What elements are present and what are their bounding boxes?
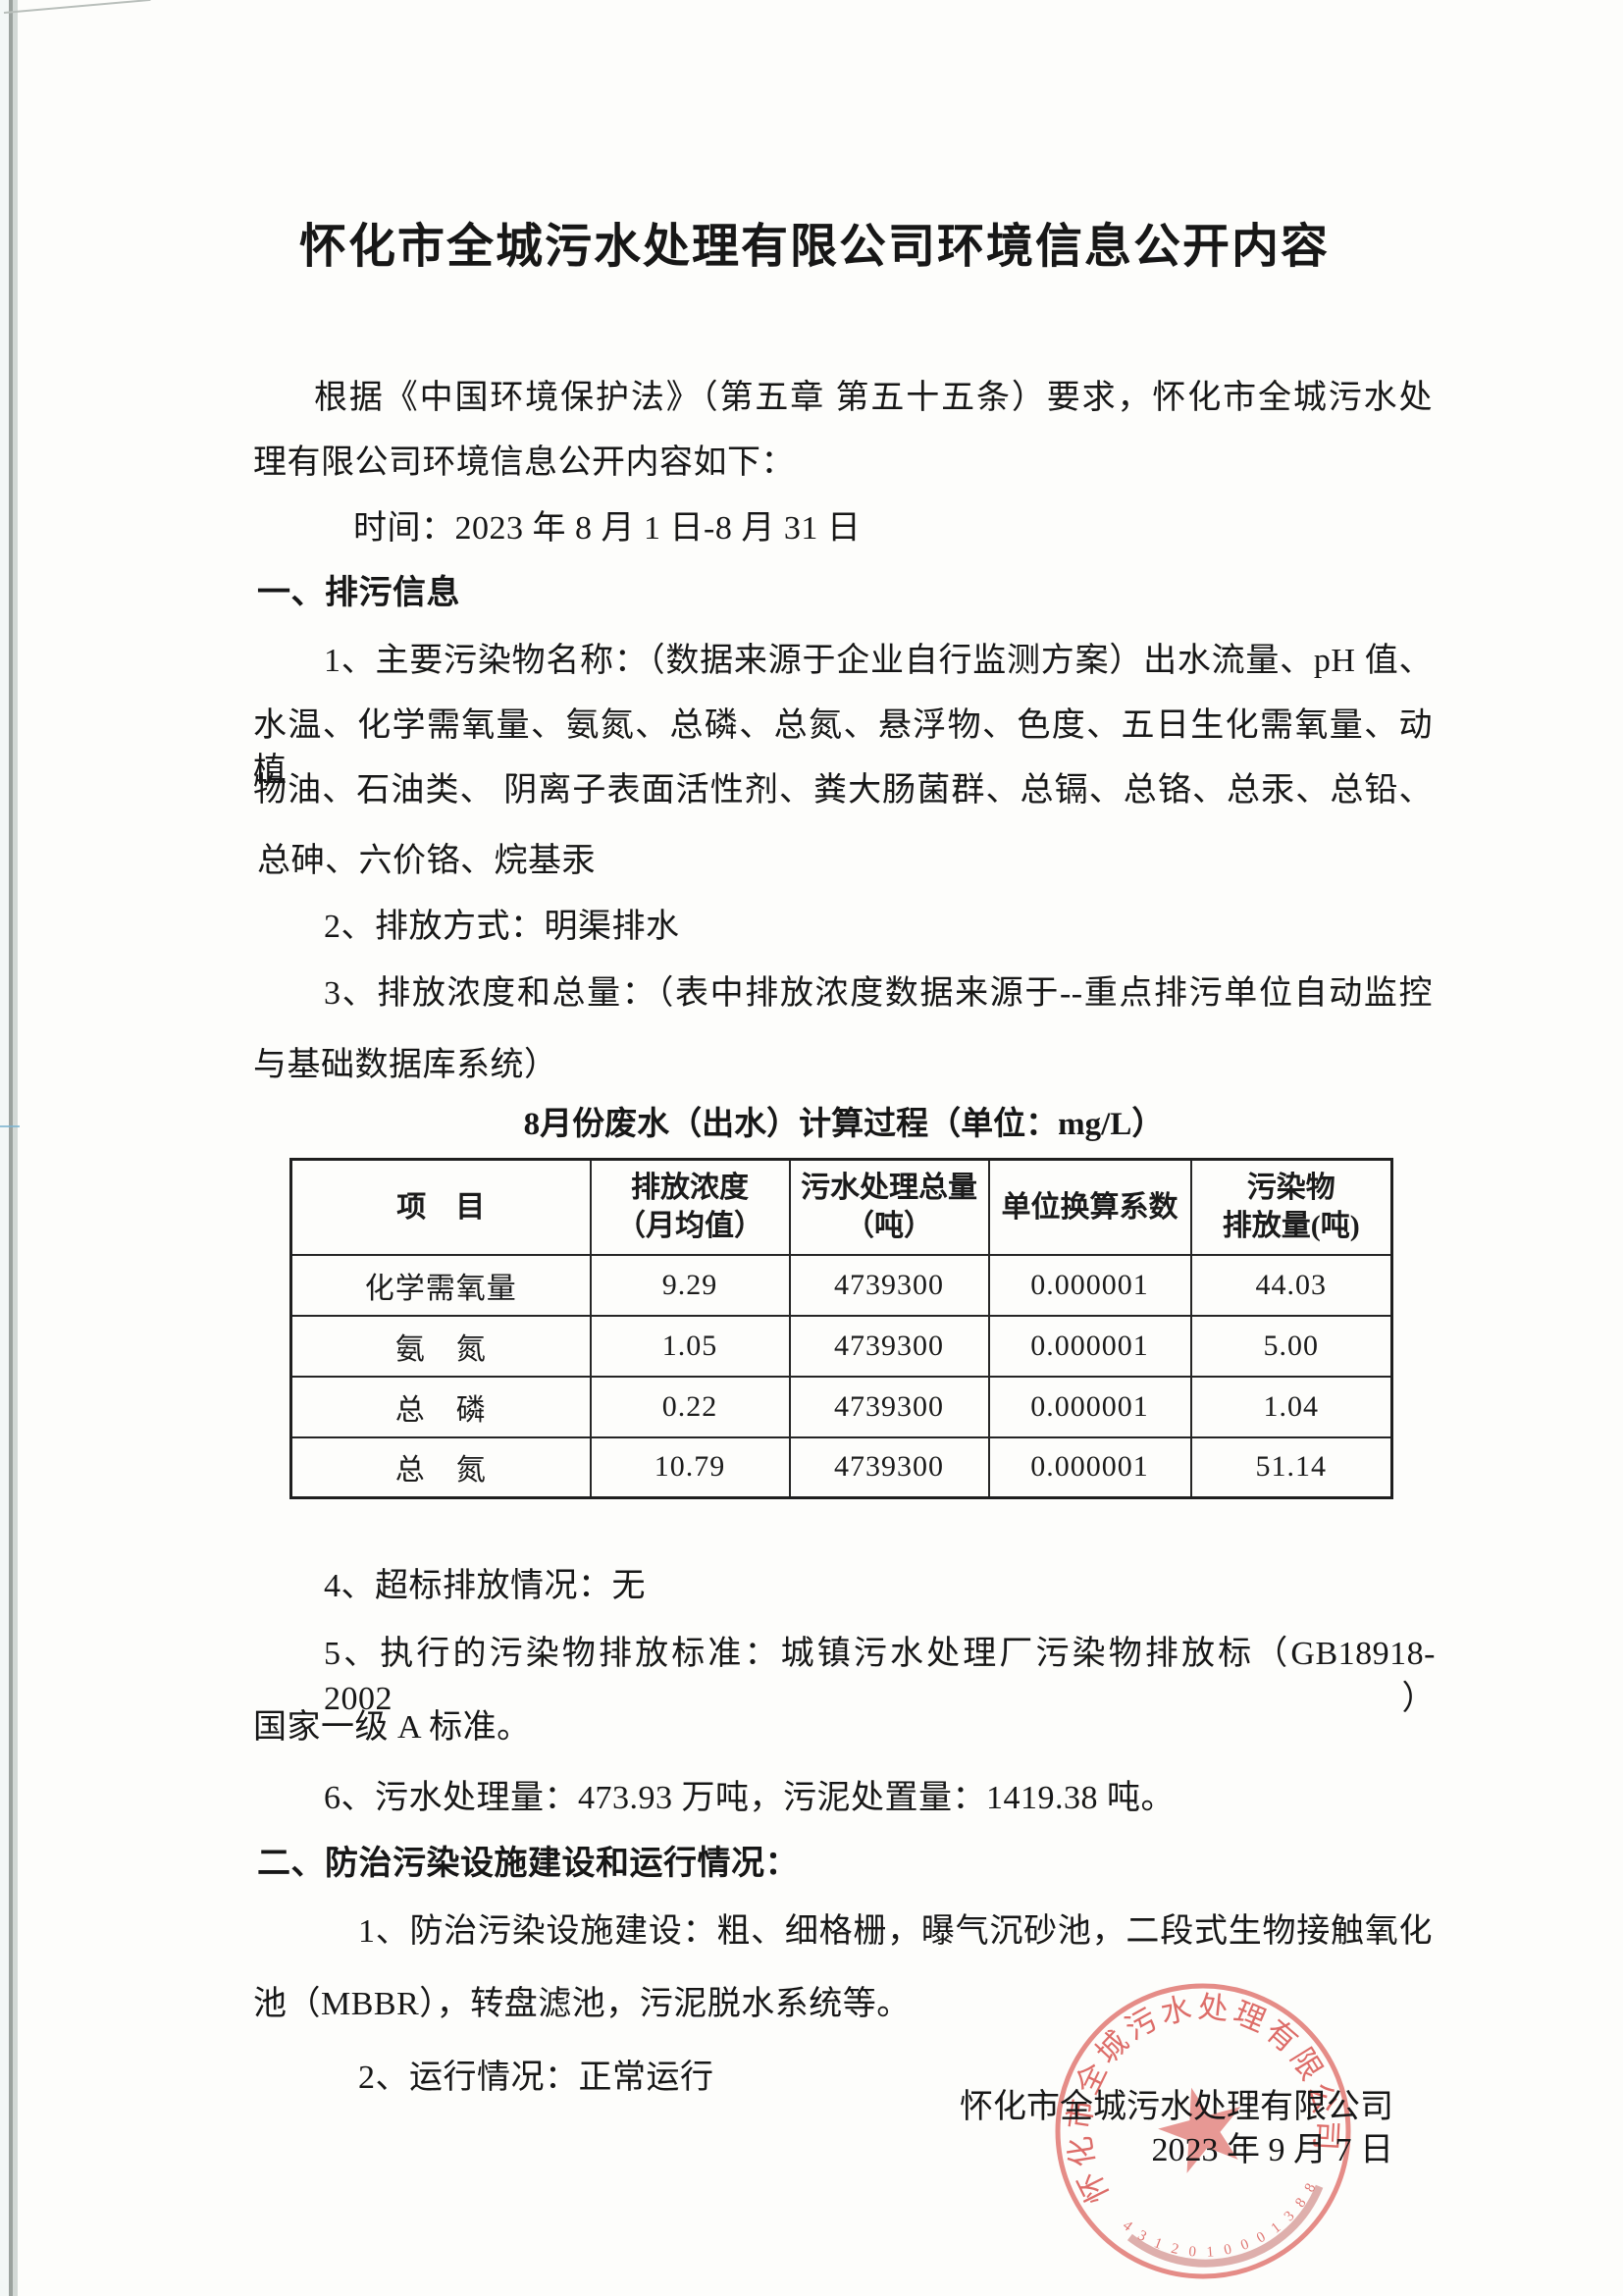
seal-ring bbox=[1055, 1983, 1351, 2279]
list-item-line: 国家一级 A 标准。 bbox=[253, 1709, 531, 1746]
cell-concentration: 10.79 bbox=[589, 1435, 791, 1499]
list-item-line: 2、运行情况：正常运行 bbox=[358, 2060, 714, 2096]
col-header-concentration: 排放浓度 （月均值） bbox=[589, 1158, 791, 1256]
cell-concentration: 9.29 bbox=[589, 1253, 791, 1317]
list-item-line: 6、污水处理量：473.93 万吨，污泥处置量：1419.38 吨。 bbox=[324, 1780, 1175, 1816]
list-item-line: 4、超标排放情况：无 bbox=[324, 1568, 646, 1604]
list-item-line: 池（MBBR），转盘滤池，污泥脱水系统等。 bbox=[253, 1986, 911, 2022]
signature-date: 2023 年 9 月 7 日 bbox=[1151, 2132, 1394, 2168]
table-caption: 8月份废水（出水）计算过程（单位：mg/L） bbox=[523, 1107, 1165, 1142]
table-row: 总 氮 10.79 4739300 0.000001 51.14 bbox=[289, 1435, 1393, 1499]
list-item-line: 1、主要污染物名称：（数据来源于企业自行监测方案）出水流量、pH 值、 bbox=[324, 643, 1433, 679]
section-heading-2: 二、防治污染设施建设和运行情况： bbox=[257, 1846, 799, 1882]
table-row: 总 磷 0.22 4739300 0.000001 1.04 bbox=[289, 1375, 1393, 1438]
list-item-line: 水温、化学需氧量、氨氮、总磷、总氮、悬浮物、色度、五日生化需氧量、动植 bbox=[253, 707, 1433, 789]
header-line: 排放量(吨) bbox=[1222, 1210, 1360, 1243]
header-line: 项 目 bbox=[396, 1190, 486, 1224]
cell-factor: 0.000001 bbox=[987, 1314, 1192, 1378]
cell-emission: 44.03 bbox=[1189, 1253, 1393, 1317]
report-period-line: 时间：2023 年 8 月 1 日-8 月 31 日 bbox=[353, 510, 862, 547]
scan-page-edge-line bbox=[9, 0, 13, 2296]
header-line: 污染物 bbox=[1246, 1172, 1335, 1205]
cell-total: 4739300 bbox=[788, 1314, 990, 1378]
seal-ink-smudge bbox=[1126, 2184, 1324, 2268]
header-line: （吨） bbox=[845, 1210, 933, 1243]
list-item-line: 5、执行的污染物排放标准：城镇污水处理厂污染物排放标（GB18918-2002） bbox=[324, 1636, 1436, 1717]
signature-company: 怀化市全城污水处理有限公司 bbox=[960, 2089, 1393, 2125]
list-item-line: 物油、石油类、 阴离子表面活性剂、粪大肠菌群、总镉、总铬、总汞、总铅、 bbox=[253, 772, 1433, 809]
table-row: 化学需氧量 9.29 4739300 0.000001 44.03 bbox=[289, 1253, 1393, 1317]
cell-item: 化学需氧量 bbox=[289, 1253, 592, 1317]
header-line: 排放浓度 bbox=[631, 1172, 749, 1205]
cell-emission: 5.00 bbox=[1189, 1314, 1393, 1378]
cell-concentration: 1.05 bbox=[589, 1314, 791, 1378]
cell-item: 总 氮 bbox=[289, 1435, 592, 1499]
cell-total: 4739300 bbox=[788, 1253, 990, 1317]
list-item-line: 3、排放浓度和总量：（表中排放浓度数据来源于--重点排污单位自动监控 bbox=[324, 975, 1433, 1012]
cell-factor: 0.000001 bbox=[987, 1435, 1192, 1499]
col-header-emission: 污染物 排放量(吨) bbox=[1189, 1158, 1393, 1256]
table-header-row: 项 目 排放浓度 （月均值） 污水处理总量 （吨） 单位换算系数 污染物 bbox=[289, 1158, 1393, 1256]
cell-factor: 0.000001 bbox=[987, 1375, 1192, 1438]
cell-item: 氨 氮 bbox=[289, 1314, 592, 1378]
list-item-line: 与基础数据库系统） bbox=[253, 1047, 558, 1083]
col-header-factor: 单位换算系数 bbox=[987, 1158, 1192, 1256]
cell-emission: 51.14 bbox=[1189, 1435, 1393, 1499]
cell-total: 4739300 bbox=[788, 1375, 990, 1438]
paragraph-line: 理有限公司环境信息公开内容如下： bbox=[253, 444, 795, 481]
cell-emission: 1.04 bbox=[1189, 1375, 1393, 1438]
col-header-total: 污水处理总量 （吨） bbox=[788, 1158, 990, 1256]
cell-factor: 0.000001 bbox=[987, 1253, 1192, 1317]
seal-star-icon bbox=[1158, 2087, 1241, 2173]
scan-page-edge-highlight bbox=[13, 0, 18, 2296]
paragraph-line: 根据《中国环境保护法》（第五章 第五十五条）要求，怀化市全城污水处 bbox=[314, 380, 1433, 416]
scan-corner-line bbox=[3, 0, 151, 14]
scan-margin bbox=[0, 0, 9, 2296]
cell-concentration: 0.22 bbox=[589, 1375, 791, 1438]
emissions-table: 项 目 排放浓度 （月均值） 污水处理总量 （吨） 单位换算系数 污染物 bbox=[289, 1158, 1393, 1499]
cell-item: 总 磷 bbox=[289, 1375, 592, 1438]
company-seal: 怀化市全城污水处理有限公司 4312010001388 bbox=[1036, 1974, 1354, 2283]
header-line: 污水处理总量 bbox=[801, 1172, 977, 1205]
cell-total: 4739300 bbox=[788, 1435, 990, 1499]
header-line: 单位换算系数 bbox=[1001, 1190, 1178, 1224]
table-row: 氨 氮 1.05 4739300 0.000001 5.00 bbox=[289, 1314, 1393, 1378]
header-line: （月均值） bbox=[616, 1210, 763, 1243]
page-title: 怀化市全城污水处理有限公司环境信息公开内容 bbox=[298, 221, 1330, 273]
section-heading-1: 一、排污信息 bbox=[257, 575, 460, 611]
list-item-line: 2、排放方式：明渠排水 bbox=[324, 909, 680, 945]
scan-blue-mark bbox=[0, 1125, 20, 1127]
col-header-item: 项 目 bbox=[289, 1158, 592, 1256]
list-item-line: 1、防治污染设施建设：粗、细格栅，曝气沉砂池，二段式生物接触氧化 bbox=[358, 1913, 1433, 1950]
list-item-line: 总砷、六价铬、烷基汞 bbox=[257, 843, 596, 879]
